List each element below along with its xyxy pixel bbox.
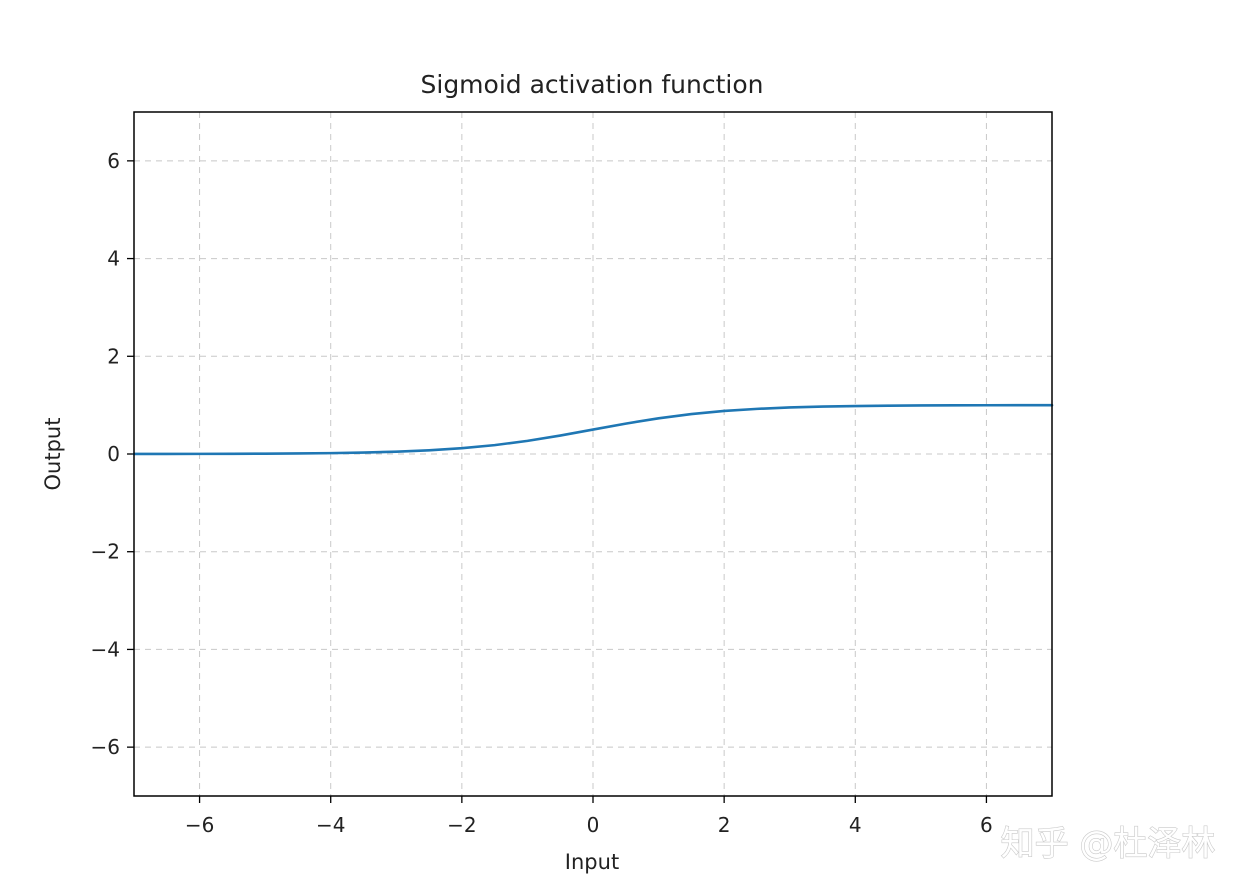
x-tick-label: −6 — [185, 813, 214, 837]
y-tick-label: 6 — [107, 149, 120, 173]
y-tick-label: 2 — [107, 344, 120, 368]
axis-ticks: −6 −4 −2 0 2 4 6 −6 −4 −2 0 2 4 6 — [91, 149, 993, 837]
x-tick-label: 0 — [587, 813, 600, 837]
y-tick-label: −2 — [91, 540, 120, 564]
y-tick-label: −4 — [91, 637, 120, 661]
x-tick-label: 2 — [718, 813, 731, 837]
series-line — [132, 403, 1054, 456]
y-tick-label: 4 — [107, 247, 120, 271]
x-tick-label: 6 — [980, 813, 993, 837]
y-tick-label: 0 — [107, 442, 120, 466]
x-tick-label: −2 — [447, 813, 476, 837]
y-axis-label: Output — [41, 418, 65, 491]
chart-title: Sigmoid activation function — [421, 70, 764, 99]
x-tick-label: 4 — [849, 813, 862, 837]
x-axis-label: Input — [565, 850, 619, 874]
watermark: 知乎 @杜泽林 — [1001, 824, 1216, 864]
y-tick-label: −6 — [91, 735, 120, 759]
plot-frame — [133, 111, 1053, 797]
x-tick-label: −4 — [316, 813, 345, 837]
